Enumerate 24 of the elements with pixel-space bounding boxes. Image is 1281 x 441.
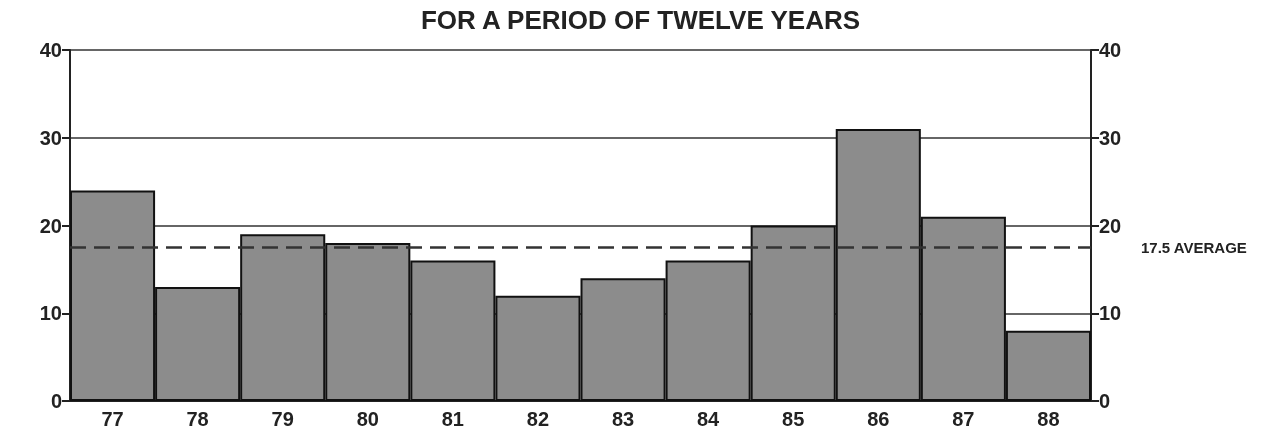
y-tick-label: 40: [39, 39, 62, 61]
x-tick-label: 87: [952, 408, 975, 430]
x-tick-label: 80: [356, 408, 379, 430]
y2-tick-label: 20: [1099, 214, 1122, 237]
x-tick-label: 85: [782, 408, 805, 430]
x-tick-label: 77: [101, 408, 124, 430]
x-tick-label: 78: [186, 408, 209, 430]
chart-title: FOR A PERIOD OF TWELVE YEARS: [420, 5, 861, 35]
y-tick-label: 30: [39, 126, 62, 149]
y-tick-label: 0: [50, 390, 62, 412]
y2-tick-label: 0: [1099, 390, 1111, 412]
y-tick-label: 10: [39, 302, 62, 325]
x-tick-label: 83: [611, 408, 635, 430]
ref-line-label: 17.5 AVERAGE: [1141, 238, 1247, 256]
y2-tick-label: 30: [1099, 126, 1122, 149]
x-tick-label: 84: [697, 408, 721, 430]
x-tick-label: 86: [867, 408, 890, 430]
y2-tick-label: 10: [1099, 302, 1122, 325]
x-tick-label: 82: [526, 408, 550, 430]
x-tick-label: 88: [1037, 408, 1060, 430]
x-tick-label: 79: [271, 408, 294, 430]
x-tick-label: 81: [441, 408, 464, 430]
y-tick-label: 20: [39, 214, 62, 237]
y2-tick-label: 40: [1099, 39, 1122, 61]
